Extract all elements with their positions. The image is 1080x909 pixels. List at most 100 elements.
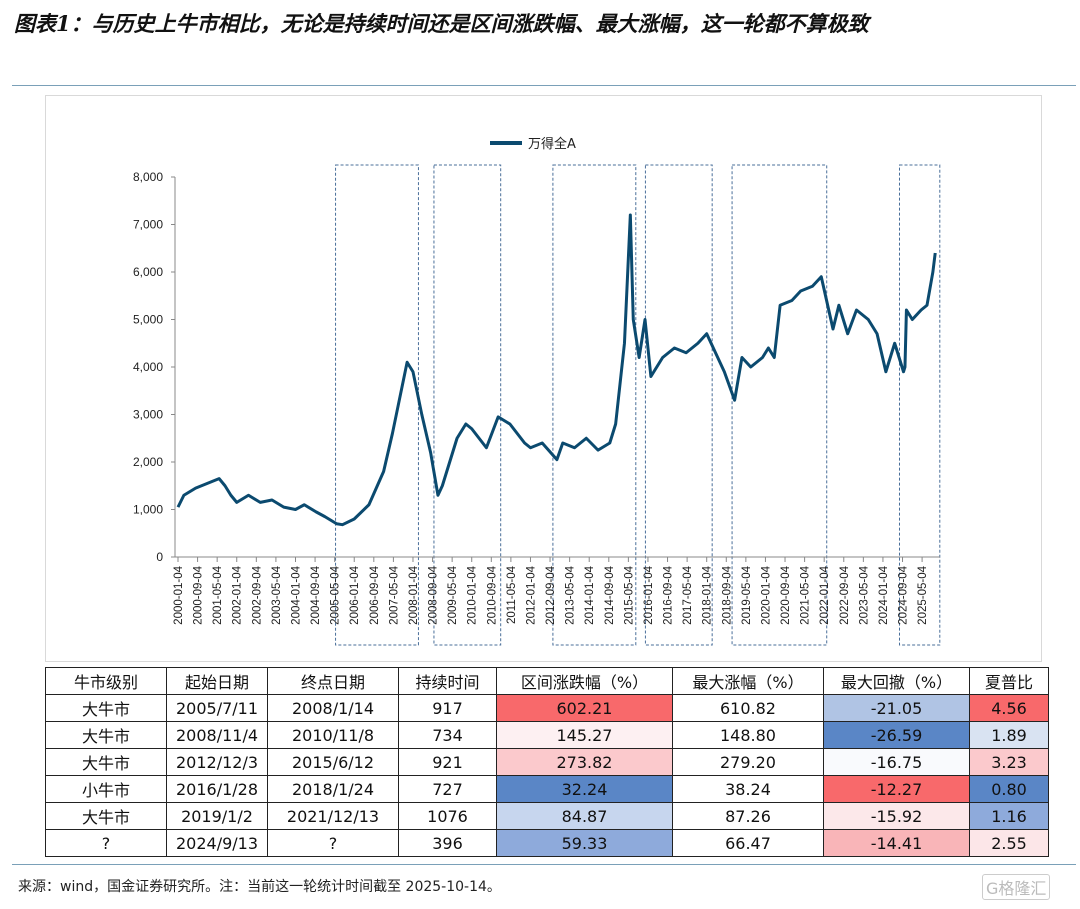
y-tick-label: 2,000 [133, 455, 163, 469]
x-tick-label: 2021-05-04 [800, 565, 812, 624]
table-row: 小牛市 2016/1/28 2018/1/24 727 32.24 38.24 -12.27… [45, 775, 1049, 803]
table-cell: 66.47 [672, 829, 824, 857]
x-tick-label: 2023-05-04 [858, 565, 870, 624]
highlight-period-box [898, 164, 941, 646]
y-tick-label: 8,000 [133, 170, 163, 184]
x-tick-label: 2014-01-04 [584, 565, 596, 624]
y-tick-label: 3,000 [133, 408, 163, 422]
title-divider [12, 85, 1076, 86]
table-cell: 大牛市 [45, 694, 167, 722]
x-tick-label: 2013-05-04 [565, 565, 577, 624]
table-cell: 2010/11/8 [267, 721, 399, 749]
table-row: 大牛市 2008/11/4 2010/11/8 734 145.27 148.80 -26.… [45, 721, 1049, 749]
x-tick-label: 2008-01-04 [408, 565, 420, 624]
column-header: 起始日期 [166, 667, 268, 695]
x-tick-label: 2000-09-04 [193, 565, 205, 624]
table-cell: 148.80 [672, 721, 824, 749]
table-cell: 2021/12/13 [267, 802, 399, 830]
x-tick-label: 2008-09-04 [428, 565, 440, 624]
watermark-logo: G格隆汇 [982, 874, 1051, 900]
source-note: 来源：wind，国金证券研究所。注：当前这一轮统计时间截至 2025-10-14… [18, 879, 501, 895]
x-tick-label: 2004-01-04 [290, 565, 302, 624]
table-cell: -12.27 [823, 775, 970, 803]
x-tick-label: 2022-09-04 [839, 565, 851, 624]
table-cell: -21.05 [823, 694, 970, 722]
x-tick-label: 2024-09-04 [898, 565, 910, 624]
table-cell: 3.23 [969, 748, 1049, 776]
table-cell: 2019/1/2 [166, 802, 268, 830]
table-row: 大牛市 2012/12/3 2015/6/12 921 273.82 279.20 -16.… [45, 748, 1049, 776]
table-cell: 610.82 [672, 694, 824, 722]
table-cell: 921 [398, 748, 497, 776]
x-tick-label: 2011-05-04 [506, 565, 518, 624]
y-tick-label: 6,000 [133, 265, 163, 279]
table-cell: 734 [398, 721, 497, 749]
table-header-row: 牛市级别 起始日期 终点日期 持续时间 区间涨跌幅（%） 最大涨幅（%） 最大回撤（%） 夏普… [45, 667, 1049, 695]
x-tick-label: 2006-01-04 [349, 565, 361, 624]
column-header: 牛市级别 [45, 667, 167, 695]
column-header: 最大涨幅（%） [672, 667, 824, 695]
table-cell: 87.26 [672, 802, 824, 830]
series-line-wande-all-a [176, 213, 937, 527]
table-cell: 2012/12/3 [166, 748, 268, 776]
table-cell: 2024/9/13 [166, 829, 268, 857]
table-cell: 602.21 [496, 694, 673, 722]
table-cell: -26.59 [823, 721, 970, 749]
highlight-period-box [644, 164, 713, 646]
table-cell: 279.20 [672, 748, 824, 776]
y-tick-label: 5,000 [133, 313, 163, 327]
table-cell: 大牛市 [45, 802, 167, 830]
table-row: 大牛市 2005/7/11 2008/1/14 917 602.21 610.82 -21.… [45, 694, 1049, 722]
x-tick-label: 2020-09-04 [780, 565, 792, 624]
x-tick-label: 2020-01-04 [760, 565, 772, 624]
chart-frame [45, 95, 1042, 662]
y-tick-label: 4,000 [133, 360, 163, 374]
table-cell: -15.92 [823, 802, 970, 830]
table-cell: 2008/11/4 [166, 721, 268, 749]
bull-market-table: 牛市级别 起始日期 终点日期 持续时间 区间涨跌幅（%） 最大涨幅（%） 最大回撤（%） 夏普… [45, 667, 1049, 857]
x-tick-label: 2017-05-04 [682, 565, 694, 624]
x-tick-label: 2015-05-04 [623, 565, 635, 624]
table-cell: -16.75 [823, 748, 970, 776]
column-header: 夏普比 [969, 667, 1049, 695]
table-cell: 小牛市 [45, 775, 167, 803]
x-tick-label: 2002-01-04 [232, 565, 244, 624]
table-cell: 4.56 [969, 694, 1049, 722]
table-cell: 2008/1/14 [267, 694, 399, 722]
x-tick-label: 2005-05-04 [330, 565, 342, 624]
column-header: 最大回撤（%） [823, 667, 970, 695]
table-cell: 917 [398, 694, 497, 722]
y-tick-label: 0 [156, 550, 163, 564]
figure-title: 图表1：与历史上牛市相比，无论是持续时间还是区间涨跌幅、最大涨幅，这一轮都不算极… [14, 11, 869, 36]
x-tick-label: 2012-09-04 [545, 565, 557, 624]
table-cell: 1076 [398, 802, 497, 830]
table-cell: 2018/1/24 [267, 775, 399, 803]
table-cell: 2005/7/11 [166, 694, 268, 722]
x-tick-label: 2019-05-04 [741, 565, 753, 624]
table-cell: ? [45, 829, 167, 857]
x-tick-label: 2006-09-04 [369, 565, 381, 624]
table-cell: 2015/6/12 [267, 748, 399, 776]
table-cell: 32.24 [496, 775, 673, 803]
table-cell: 2016/1/28 [166, 775, 268, 803]
table-cell: 273.82 [496, 748, 673, 776]
table-cell: ? [267, 829, 399, 857]
legend-label: 万得全A [528, 136, 576, 152]
table-row: 大牛市 2019/1/2 2021/12/13 1076 84.87 87.26 -15.9… [45, 802, 1049, 830]
column-header: 终点日期 [267, 667, 399, 695]
table-cell: 大牛市 [45, 721, 167, 749]
table-cell: 2.55 [969, 829, 1049, 857]
table-cell: 38.24 [672, 775, 824, 803]
footer-divider [12, 864, 1076, 865]
table-cell: 59.33 [496, 829, 673, 857]
x-tick-label: 2001-05-04 [212, 565, 224, 624]
table-cell: 145.27 [496, 721, 673, 749]
x-tick-label: 2002-09-04 [251, 565, 263, 624]
table-cell: 0.80 [969, 775, 1049, 803]
x-tick-label: 2003-05-04 [271, 565, 283, 624]
x-tick-label: 2009-05-04 [447, 565, 459, 624]
highlight-period-box [433, 164, 502, 646]
y-tick-label: 1,000 [133, 503, 163, 517]
table-cell: 727 [398, 775, 497, 803]
column-header: 持续时间 [398, 667, 497, 695]
